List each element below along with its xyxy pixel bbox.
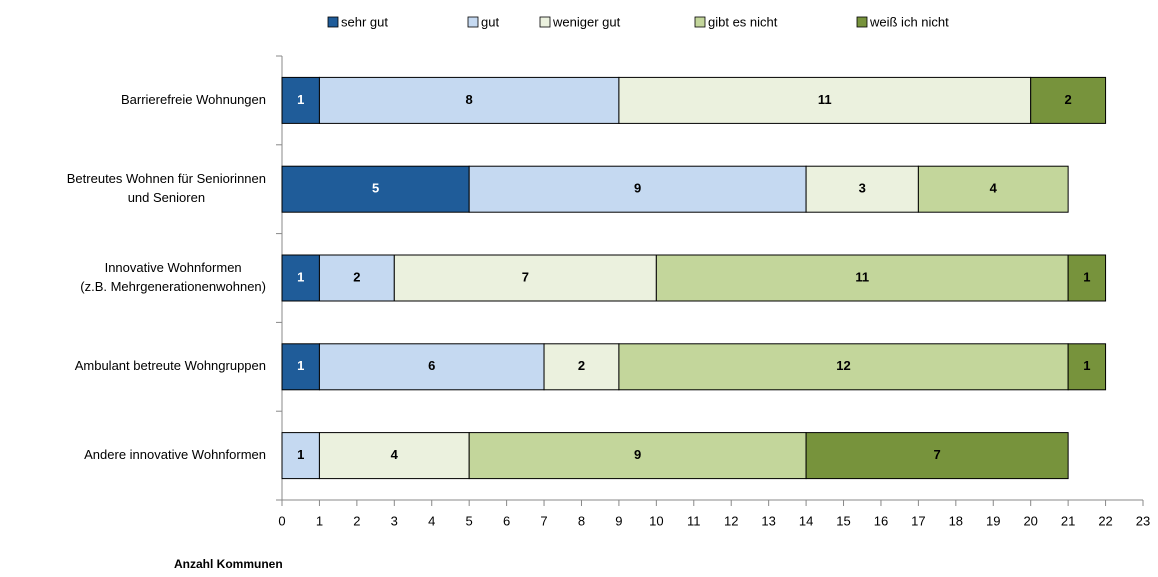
x-tick-label: 16: [874, 513, 888, 528]
bar-segment: [1067, 343, 1107, 391]
data-label: 1: [297, 358, 304, 373]
bar-segment: [805, 165, 919, 213]
data-label: 2: [578, 358, 585, 373]
data-label: 5: [372, 181, 379, 196]
x-axis-title: Anzahl Kommunen: [174, 557, 283, 571]
legend-swatch: [856, 16, 868, 28]
category-label: Betreutes Wohnen für Seniorinnen und Seni…: [67, 171, 266, 205]
x-tick-label: 7: [540, 513, 547, 528]
bar-segment: [618, 343, 1069, 391]
x-tick-label: 3: [391, 513, 398, 528]
x-tick-label: 12: [724, 513, 738, 528]
bar-segment: [281, 165, 470, 213]
bar-segment: [281, 76, 320, 124]
x-tick-label: 6: [503, 513, 510, 528]
legend-label: weiß ich nicht: [869, 14, 949, 29]
x-tick-label: 23: [1136, 513, 1150, 528]
data-label: 11: [818, 92, 832, 107]
bar-segment: [917, 165, 1069, 213]
data-label: 6: [428, 358, 435, 373]
bar-segment: [618, 76, 1032, 124]
x-tick-label: 5: [466, 513, 473, 528]
x-tick-label: 22: [1098, 513, 1112, 528]
legend-label: weniger gut: [552, 14, 621, 29]
x-tick-label: 19: [986, 513, 1000, 528]
x-tick-label: 10: [649, 513, 663, 528]
category-label-line: (z.B. Mehrgenerationenwohnen): [80, 279, 266, 294]
data-label: 2: [353, 269, 360, 284]
x-tick-label: 18: [949, 513, 963, 528]
bar-segment: [318, 432, 470, 480]
category-label-line: Andere innovative Wohnformen: [84, 447, 266, 462]
legend-swatch: [467, 16, 479, 28]
data-label: 2: [1065, 92, 1072, 107]
data-label: 12: [836, 358, 850, 373]
x-tick-label: 14: [799, 513, 813, 528]
data-label: 9: [634, 181, 641, 196]
bar-segment: [805, 432, 1069, 480]
data-label: 11: [855, 269, 869, 284]
x-tick-label: 21: [1061, 513, 1075, 528]
x-tick-label: 20: [1023, 513, 1037, 528]
data-label: 7: [933, 447, 940, 462]
x-tick-label: 13: [761, 513, 775, 528]
category-label: Andere innovative Wohnformen: [84, 447, 266, 462]
bar-segment: [1067, 254, 1107, 302]
x-tick-label: 1: [316, 513, 323, 528]
data-label: 8: [466, 92, 473, 107]
data-label: 9: [634, 447, 641, 462]
legend-swatch: [327, 16, 339, 28]
x-tick-label: 11: [687, 513, 701, 528]
x-tick-label: 9: [615, 513, 622, 528]
data-label: 7: [522, 269, 529, 284]
data-label: 1: [297, 447, 304, 462]
bar-segment: [468, 165, 807, 213]
category-label: Innovative Wohnformen (z.B. Mehrgeneratio…: [80, 260, 266, 294]
x-tick-label: 4: [428, 513, 435, 528]
legend-label: sehr gut: [341, 14, 388, 29]
data-label: 4: [990, 181, 998, 196]
bar-segment: [318, 76, 620, 124]
bar-segment: [393, 254, 657, 302]
data-label: 4: [391, 447, 399, 462]
category-label-line: Innovative Wohnformen: [105, 260, 242, 275]
category-label-line: und Senioren: [128, 190, 205, 205]
data-label: 1: [297, 92, 304, 107]
bar-segment: [655, 254, 1069, 302]
legend-swatch: [539, 16, 551, 28]
legend-label: gibt es nicht: [708, 14, 778, 29]
x-tick-label: 2: [353, 513, 360, 528]
x-tick-label: 8: [578, 513, 585, 528]
category-label: Barrierefreie Wohnungen: [121, 92, 266, 107]
category-label: Ambulant betreute Wohngruppen: [75, 358, 266, 373]
data-label: 1: [1083, 358, 1090, 373]
bar-segment: [318, 343, 545, 391]
bar-segment: [468, 432, 807, 480]
x-tick-label: 15: [836, 513, 850, 528]
legend-swatch: [694, 16, 706, 28]
data-label: 1: [1083, 269, 1090, 284]
data-label: 3: [859, 181, 866, 196]
legend-label: gut: [481, 14, 499, 29]
x-tick-label: 17: [911, 513, 925, 528]
x-tick-label: 0: [278, 513, 285, 528]
data-label: 1: [297, 269, 304, 284]
category-label-line: Betreutes Wohnen für Seniorinnen: [67, 171, 266, 186]
category-label-line: Ambulant betreute Wohngruppen: [75, 358, 266, 373]
bar-segment: [1030, 76, 1107, 124]
category-label-line: Barrierefreie Wohnungen: [121, 92, 266, 107]
